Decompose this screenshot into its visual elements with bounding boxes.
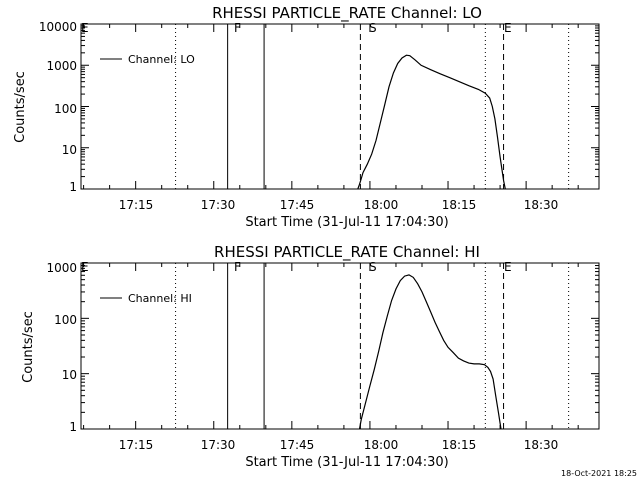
marker-label: E [504,21,512,35]
series-line [357,54,506,190]
x-tick-label: 17:45 [280,198,315,212]
y-tick-label: 100 [54,313,77,327]
plot-frame-lo [80,23,600,190]
marker-label: E [504,260,512,274]
y-tick-label: 1000 [46,261,77,275]
marker-label: S [369,260,377,274]
y-tick-label: 10000 [39,20,77,34]
marker-label: S [369,21,377,35]
y-axis-label-hi: Counts/sec [21,311,36,383]
chart-title-lo: RHESSI PARTICLE_RATE Channel: LO [212,4,482,23]
plot-frame-hi [80,262,600,430]
x-tick-label: 17:30 [201,438,236,452]
marker-label: E [81,260,89,274]
panel-hi: RHESSI PARTICLE_RATE Channel: HI Counts/… [21,243,600,470]
chart-title-hi: RHESSI PARTICLE_RATE Channel: HI [214,243,480,262]
y-axis-label-lo: Counts/sec [13,71,28,143]
x-tick-label: 18:15 [442,198,477,212]
marker-label: F [234,260,241,274]
x-tick-label: 17:15 [119,198,154,212]
panel-lo: RHESSI PARTICLE_RATE Channel: LO Counts/… [13,4,600,230]
x-tick-label: 17:15 [119,438,154,452]
x-tick-label: 17:30 [201,198,236,212]
y-tick-label: 1 [69,420,77,434]
y-tick-label: 1000 [46,59,77,73]
series-line [358,274,502,430]
x-tick-label: 18:00 [364,438,399,452]
x-tick-label: 18:00 [364,198,399,212]
y-tick-label: 1 [69,180,77,194]
y-tick-label: 10 [62,368,77,382]
x-tick-label: 18:15 [442,438,477,452]
x-axis-label-lo: Start Time (31-Jul-11 17:04:30) [245,215,448,230]
legend-label-hi: Channel: HI [128,292,192,305]
legend-label-lo: Channel: LO [128,53,195,66]
x-tick-label: 18:30 [524,438,559,452]
timestamp: 18-Oct-2021 18:25 [561,469,637,478]
y-tick-label: 100 [54,102,77,116]
marker-label: F [234,21,241,35]
x-tick-label: 18:30 [524,198,559,212]
y-tick-label: 10 [62,143,77,157]
x-axis-label-hi: Start Time (31-Jul-11 17:04:30) [245,455,448,470]
x-tick-label: 17:45 [280,438,315,452]
plot-marks-hi [81,262,599,430]
plot-marks-lo [81,23,599,190]
